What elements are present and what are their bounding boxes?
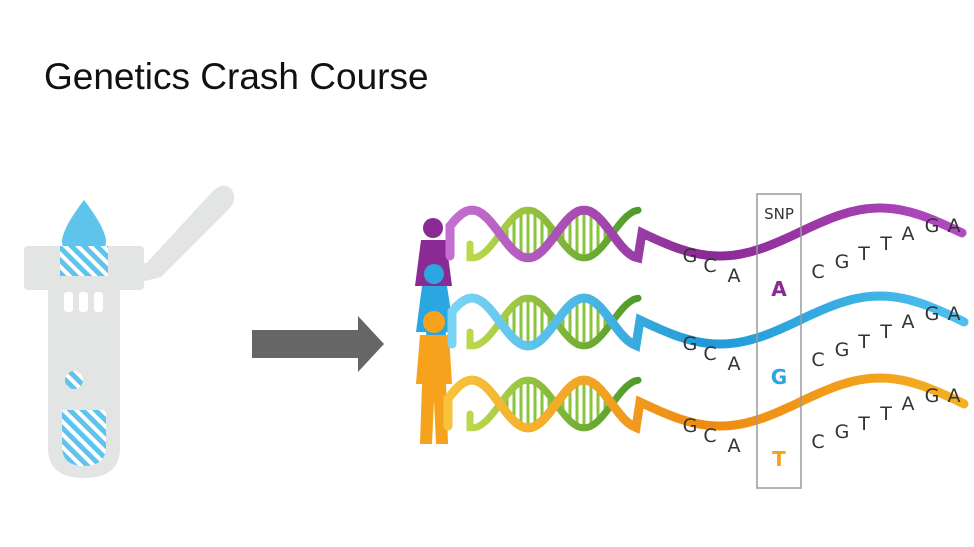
base-letter: G (925, 303, 940, 325)
base-letter: G (835, 421, 850, 443)
base-letter: C (811, 349, 824, 371)
base-letter: G (925, 385, 940, 407)
snp-base-letter: G (771, 365, 787, 389)
base-letter: A (728, 353, 741, 375)
base-letter: C (811, 431, 824, 453)
base-letter: T (879, 233, 892, 255)
base-letter: G (835, 251, 850, 273)
snp-base-letter: A (771, 277, 787, 301)
base-letter: A (948, 215, 961, 237)
arrow-icon (252, 316, 384, 372)
snp-label: SNP (764, 205, 794, 223)
base-letter: T (879, 321, 892, 343)
base-letter: C (811, 261, 824, 283)
base-letter: A (948, 303, 961, 325)
base-letter: A (902, 223, 915, 245)
test-tube-icon (24, 185, 234, 478)
base-letter: C (703, 255, 716, 277)
base-letter: T (857, 413, 870, 435)
base-letter: A (728, 265, 741, 287)
base-letter: A (728, 435, 741, 457)
base-letter: C (703, 425, 716, 447)
base-letter: A (902, 393, 915, 415)
base-letter: G (925, 215, 940, 237)
base-letter: C (703, 343, 716, 365)
base-letter: G (683, 415, 698, 437)
base-letter: T (857, 243, 870, 265)
base-letter: G (683, 245, 698, 267)
base-letter: A (902, 311, 915, 333)
base-letter: T (879, 403, 892, 425)
snp-base-letter: T (772, 447, 786, 471)
base-letter: T (857, 331, 870, 353)
base-letter: G (835, 339, 850, 361)
base-letter: A (948, 385, 961, 407)
base-letter: G (683, 333, 698, 355)
